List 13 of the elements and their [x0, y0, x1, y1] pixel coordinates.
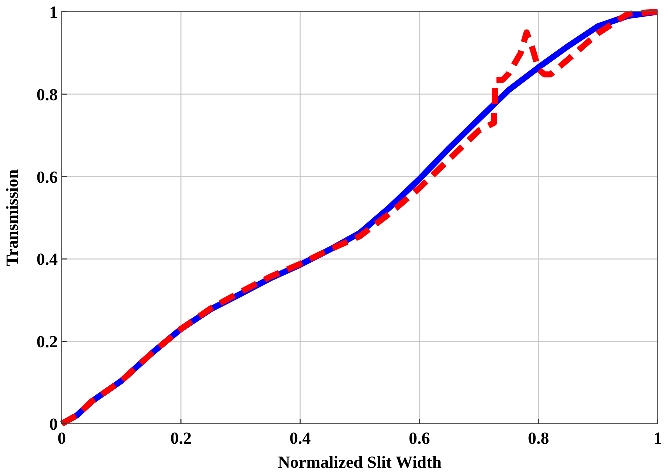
- y-tick-label: 0.8: [36, 85, 58, 104]
- x-axis-title: Normalized Slit Width: [278, 453, 442, 472]
- y-tick-label: 0.2: [36, 332, 58, 352]
- y-axis-title: Transmission: [3, 168, 22, 266]
- x-tick-label: 0.2: [170, 429, 192, 448]
- x-tick-label: 0.6: [408, 429, 430, 448]
- y-tick-label: 0.4: [36, 250, 58, 270]
- y-tick-label: 0.6: [36, 168, 58, 187]
- x-tick-label: 0.4: [290, 429, 312, 448]
- x-tick-label: 0.8: [528, 429, 550, 448]
- x-tick-label: 1: [654, 429, 662, 448]
- y-tick-label: 0: [50, 414, 58, 434]
- y-tick-label: 1: [50, 2, 58, 22]
